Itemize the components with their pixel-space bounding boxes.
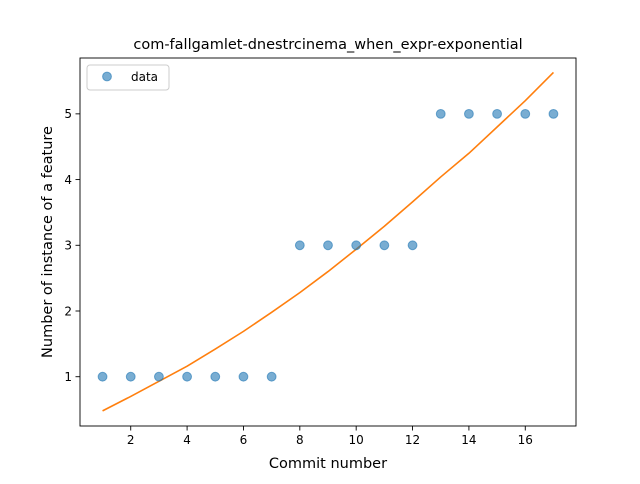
data-point <box>182 371 192 382</box>
x-axis-label: Commit number <box>269 456 387 472</box>
data-point <box>294 240 305 251</box>
fit-curve-line <box>102 71 555 412</box>
legend-label: data <box>131 70 158 84</box>
data-point <box>97 371 108 382</box>
data-point <box>154 371 164 382</box>
data-point <box>210 371 221 382</box>
data-point <box>407 240 418 251</box>
legend-marker <box>102 71 112 82</box>
data-point <box>323 240 333 251</box>
x-tick-label: 4 <box>183 433 191 447</box>
data-point <box>492 108 502 119</box>
data-point <box>351 240 362 251</box>
legend-box <box>86 64 170 91</box>
x-tick-label: 12 <box>405 433 420 447</box>
y-tick-label: 1 <box>64 370 72 384</box>
legend: data <box>86 64 170 91</box>
y-tick-label: 4 <box>64 173 72 187</box>
chart-title: com-fallgamlet-dnestrcinema_when_expr-ex… <box>133 37 522 53</box>
data-point <box>238 371 249 382</box>
data-point <box>548 108 559 119</box>
data-point <box>379 240 390 251</box>
data-point <box>266 371 277 382</box>
data-point <box>435 108 446 119</box>
data-point <box>125 371 136 382</box>
x-tick-label: 16 <box>518 433 533 447</box>
y-tick-label: 5 <box>64 107 72 121</box>
data-point <box>464 108 474 119</box>
data-point <box>520 108 531 119</box>
x-tick-label: 8 <box>296 433 304 447</box>
x-tick-label: 14 <box>461 433 476 447</box>
x-tick-label: 6 <box>240 433 248 447</box>
axes-frame <box>79 57 577 427</box>
y-tick-label: 2 <box>64 304 72 318</box>
x-tick-label: 10 <box>349 433 364 447</box>
y-axis-label: Number of instance of a feature <box>40 126 56 358</box>
x-tick-label: 2 <box>127 433 135 447</box>
y-tick-label: 3 <box>64 239 72 253</box>
